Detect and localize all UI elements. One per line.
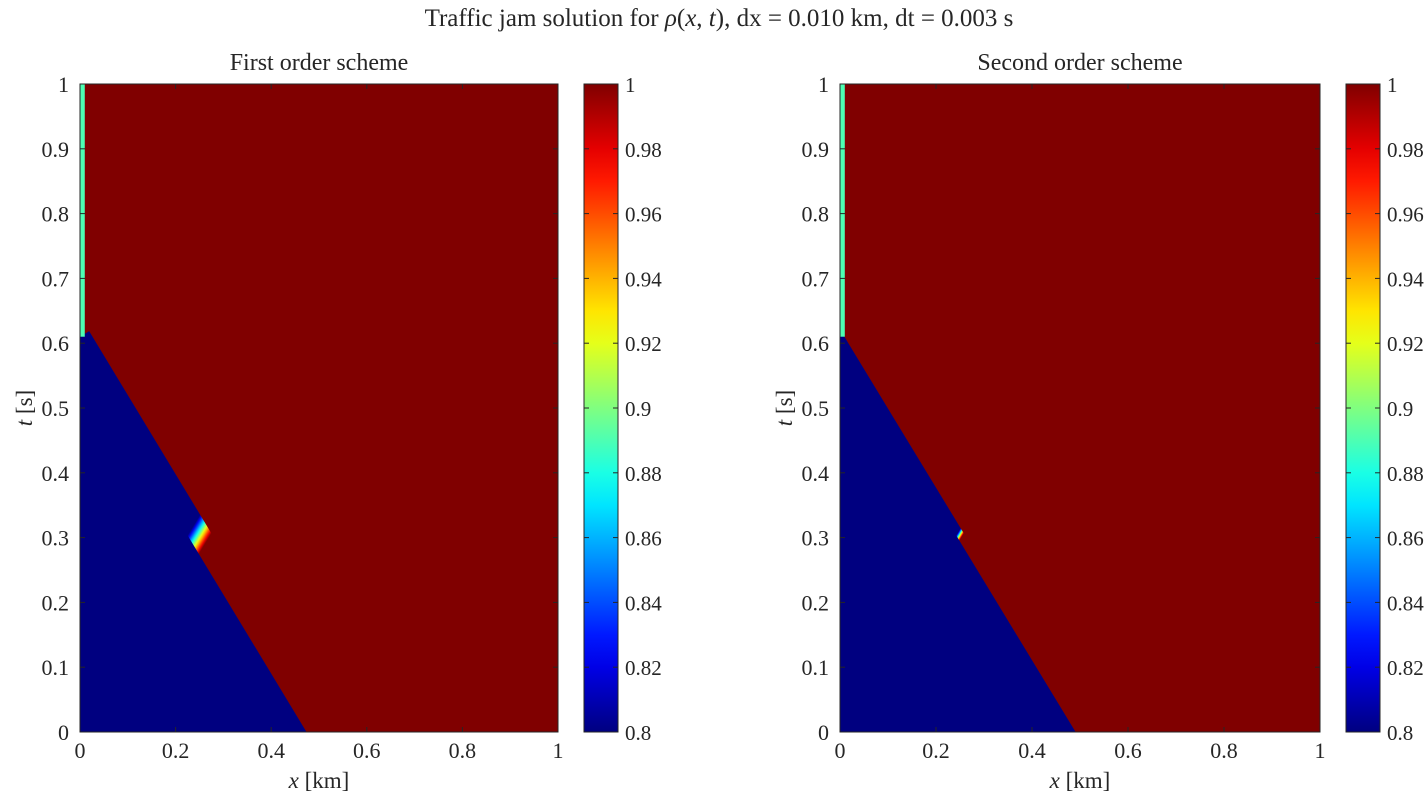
y-tick-label: 1 — [58, 72, 69, 97]
colorbar-tick-label: 0.98 — [1387, 138, 1424, 162]
colorbar-tick-label: 0.84 — [1387, 591, 1424, 615]
subplot-title: Second order scheme — [977, 50, 1182, 76]
y-axis-label: t [s] — [12, 390, 37, 426]
x-axis-label-unit: [km] — [1060, 768, 1110, 793]
colorbar-tick-label: 0.88 — [1387, 462, 1424, 486]
x-tick-label: 1 — [1315, 738, 1326, 763]
figure-title-x: x — [684, 5, 696, 32]
colorbar-tick-label: 1 — [625, 73, 636, 97]
y-tick-label: 0.8 — [42, 202, 70, 227]
colorbar-tick-label: 0.96 — [625, 203, 662, 227]
y-tick-label: 1 — [818, 72, 829, 97]
x-axis-label-unit: [km] — [299, 768, 349, 793]
x-axis-label-var: x — [288, 768, 300, 793]
colorbar-tick-label: 0.8 — [625, 721, 651, 745]
heatmap-field — [80, 84, 558, 732]
x-tick-label: 0.2 — [162, 738, 190, 763]
left-boundary-strip — [840, 84, 845, 337]
colorbar-tick-label: 0.96 — [1387, 203, 1424, 227]
colorbar — [583, 83, 619, 733]
x-tick-label: 0.6 — [353, 738, 381, 763]
colorbar-tick-label: 0.9 — [1387, 397, 1413, 421]
x-axis-label: x [km] — [288, 768, 350, 793]
x-axis-label: x [km] — [1049, 768, 1111, 793]
y-axis-label: t [s] — [772, 390, 797, 426]
y-tick-label: 0.3 — [42, 526, 70, 551]
figure-title-t: t — [709, 5, 717, 32]
x-tick-label: 0.8 — [449, 738, 477, 763]
y-axis-label-var: t — [772, 419, 797, 426]
colorbar-tick-label: 0.88 — [625, 462, 662, 486]
y-tick-label: 0.6 — [42, 331, 70, 356]
x-tick-label: 1 — [553, 738, 564, 763]
y-tick-label: 0.4 — [802, 461, 830, 486]
panel-second-order: 0 0.2 0.4 0.6 0.8 1 0 0.1 0.2 0.3 0.4 0.5 0.6 0.7 0.8 0… — [772, 50, 1424, 793]
colorbar-tick-label: 0.82 — [1387, 656, 1424, 680]
y-tick-label: 0.1 — [802, 655, 830, 680]
colorbar-tick-label: 0.82 — [625, 656, 662, 680]
figure-title-rho: ρ — [664, 5, 677, 32]
y-tick-label: 0.5 — [42, 396, 70, 421]
left-boundary-strip — [80, 84, 85, 337]
y-tick-label: 0.7 — [42, 266, 70, 291]
colorbar-tick-label: 0.94 — [1387, 267, 1424, 291]
y-tick-label: 0.2 — [802, 590, 830, 615]
y-tick-label: 0.7 — [802, 266, 830, 291]
x-tick-label: 0.4 — [1018, 738, 1046, 763]
heatmap-field — [840, 84, 1320, 732]
shock-front — [840, 334, 1084, 732]
y-axis-label-unit: [s] — [12, 390, 37, 420]
y-tick-label: 0 — [818, 720, 829, 745]
y-tick-label: 0.6 — [802, 331, 830, 356]
colorbar-tick-label: 0.8 — [1387, 721, 1413, 745]
colorbar-tick-label: 0.86 — [1387, 527, 1424, 551]
x-tick-label: 0 — [75, 738, 86, 763]
figure-title-prefix: Traffic jam solution for — [425, 5, 665, 32]
y-tick-label: 0.1 — [42, 655, 70, 680]
subplot-title: First order scheme — [230, 50, 409, 76]
x-tick-label: 0.8 — [1210, 738, 1238, 763]
figure-title-suffix: ), dx = 0.010 km, dt = 0.003 s — [716, 5, 1014, 32]
y-tick-label: 0.2 — [42, 590, 70, 615]
figure-title: Traffic jam solution for ρ(x, t), dx = 0… — [425, 5, 1014, 32]
y-tick-label: 0.8 — [802, 202, 830, 227]
x-axis-label-var: x — [1049, 768, 1061, 793]
colorbar-tick-label: 0.94 — [625, 267, 662, 291]
y-tick-label: 0.9 — [802, 137, 830, 162]
colorbar-tick-label: 0.92 — [1387, 332, 1424, 356]
x-tick-label: 0 — [835, 738, 846, 763]
figure-title-paren: ( — [677, 5, 685, 32]
panel-first-order: 0 0.2 0.4 0.6 0.8 1 0 0.1 0.2 0.3 0.4 0.5 0.6 0.7 0.8 0… — [12, 50, 662, 793]
y-tick-label: 0.4 — [42, 461, 70, 486]
y-tick-label: 0.5 — [802, 396, 830, 421]
colorbar-tick-label: 0.9 — [625, 397, 651, 421]
x-tick-label: 0.2 — [922, 738, 950, 763]
shock-front — [80, 331, 329, 732]
figure-title-comma: , — [696, 5, 709, 32]
y-axis-label-var: t — [12, 419, 37, 426]
x-tick-label: 0.4 — [257, 738, 285, 763]
colorbar-tick-label: 1 — [1387, 73, 1398, 97]
y-tick-label: 0.9 — [42, 137, 70, 162]
colorbar-tick-label: 0.98 — [625, 138, 662, 162]
colorbar-tick-label: 0.92 — [625, 332, 662, 356]
x-tick-label: 0.6 — [1114, 738, 1142, 763]
y-axis-label-unit: [s] — [772, 390, 797, 420]
y-tick-label: 0.3 — [802, 526, 830, 551]
y-tick-label: 0 — [58, 720, 69, 745]
colorbar-tick-label: 0.84 — [625, 591, 662, 615]
colorbar — [1345, 83, 1381, 733]
colorbar-tick-label: 0.86 — [625, 527, 662, 551]
